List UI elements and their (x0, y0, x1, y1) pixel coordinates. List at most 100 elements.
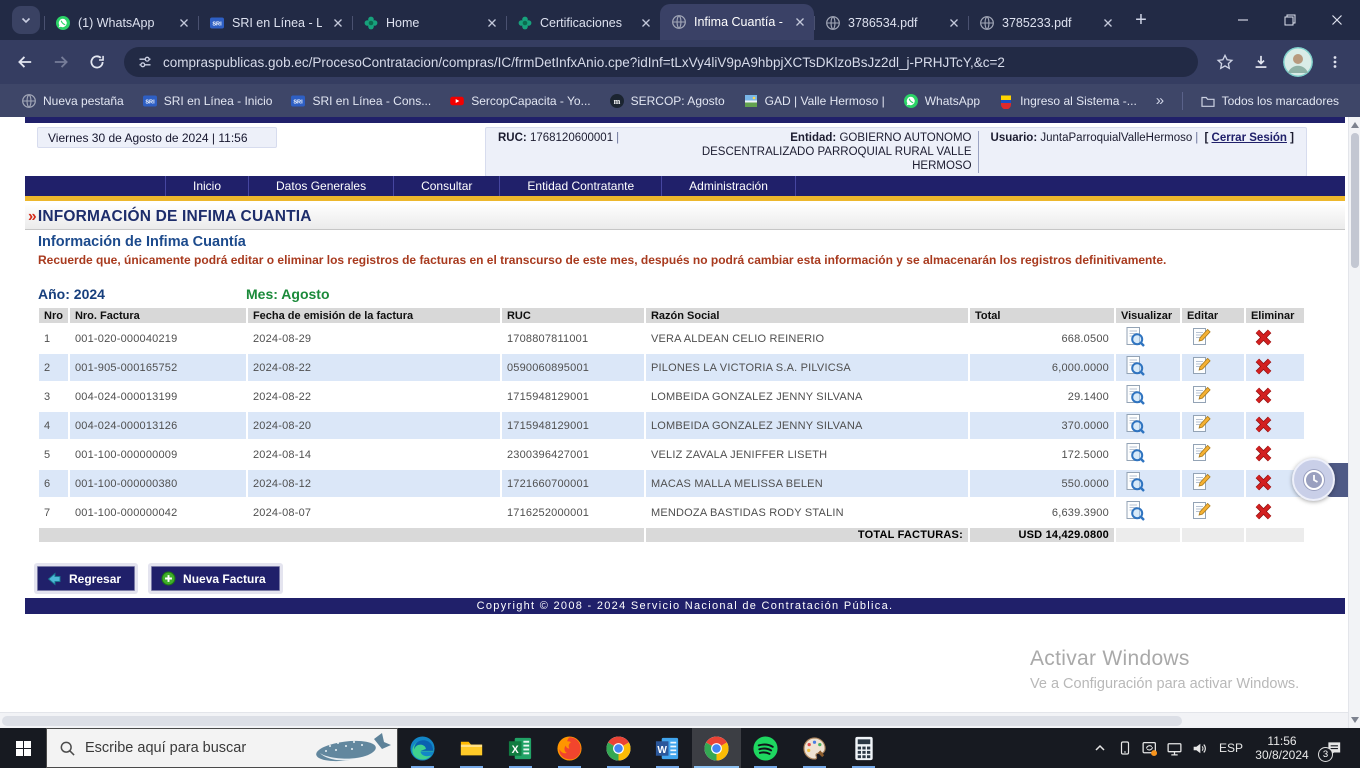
menu-dots-icon[interactable] (1318, 45, 1352, 79)
word-taskbar-icon[interactable]: W (643, 728, 692, 768)
menu-item[interactable]: Consultar (393, 176, 499, 196)
notification-center-button[interactable]: 3 (1314, 728, 1354, 768)
bookmark-item[interactable]: GAD | Valle Hermoso | (734, 89, 894, 113)
browser-tab[interactable]: Home (352, 6, 506, 40)
back-button[interactable]: Regresar (37, 566, 136, 591)
edit-invoice-icon[interactable] (1182, 499, 1244, 526)
close-icon[interactable] (1313, 0, 1360, 40)
edit-invoice-icon[interactable] (1182, 383, 1244, 410)
browser-tab[interactable]: Infima Cuantía - (660, 4, 814, 40)
clock-time: 11:56 (1267, 734, 1297, 748)
explorer-taskbar-icon[interactable] (447, 728, 496, 768)
delete-invoice-icon[interactable] (1246, 499, 1304, 526)
tab-close-icon[interactable] (791, 14, 808, 31)
site-info-icon[interactable] (137, 54, 153, 70)
view-invoice-icon[interactable] (1116, 441, 1180, 468)
plus-circle-icon (161, 571, 176, 586)
new-tab-button[interactable]: + (1135, 8, 1147, 31)
bookmark-item[interactable]: SercopCapacita - Yo... (440, 89, 599, 113)
firefox-taskbar-icon[interactable] (545, 728, 594, 768)
tray-volume-icon[interactable] (1187, 728, 1212, 768)
downloads-icon[interactable] (1244, 45, 1278, 79)
month-text: Mes: Agosto (246, 286, 330, 302)
edge-taskbar-icon[interactable] (398, 728, 447, 768)
tab-close-icon[interactable] (175, 15, 192, 32)
horizontal-scrollbar[interactable] (0, 712, 1348, 728)
tab-close-icon[interactable] (1099, 15, 1116, 32)
bookmark-item[interactable]: SRI SRI en Línea - Inicio (133, 89, 282, 113)
chrome-taskbar-icon[interactable] (692, 728, 741, 768)
menu-item[interactable]: Inicio (165, 176, 248, 196)
new-invoice-button[interactable]: Nueva Factura (151, 566, 280, 591)
edit-invoice-icon[interactable] (1182, 325, 1244, 352)
view-invoice-icon[interactable] (1116, 383, 1180, 410)
bookmarks-overflow-chevron[interactable]: » (1155, 92, 1165, 109)
browser-tab[interactable]: 3786534.pdf (814, 6, 968, 40)
back-icon[interactable] (8, 45, 42, 79)
paint-taskbar-icon[interactable] (790, 728, 839, 768)
table-cell: MENDOZA BASTIDAS RODY STALIN (650, 506, 844, 519)
browser-tab[interactable]: Certificaciones (506, 6, 660, 40)
edit-invoice-icon[interactable] (1181, 412, 1244, 439)
sercop-favicon-icon (517, 15, 533, 31)
bookmark-item[interactable]: Ingreso al Sistema -... (989, 89, 1146, 113)
chevron-up-icon[interactable] (1087, 728, 1112, 768)
delete-invoice-icon[interactable] (1246, 441, 1304, 468)
tab-search-button[interactable] (12, 6, 40, 34)
restore-icon[interactable] (1266, 0, 1313, 40)
browser-tab[interactable]: SRI SRI en Línea - Lo (198, 6, 352, 40)
vertical-scroll-thumb[interactable] (1351, 133, 1359, 268)
tray-phone-icon[interactable] (1112, 728, 1137, 768)
chrome-taskbar-icon[interactable] (594, 728, 643, 768)
bookmark-item[interactable]: SRI SRI en Línea - Cons... (281, 89, 440, 113)
tab-close-icon[interactable] (329, 15, 346, 32)
bookmark-item[interactable]: m SERCOP: Agosto (600, 89, 734, 113)
clock-widget-icon[interactable] (1292, 458, 1335, 501)
browser-tab[interactable]: (1) WhatsApp (44, 6, 198, 40)
browser-tab[interactable]: 3785233.pdf (968, 6, 1122, 40)
menu-item[interactable]: Administración (661, 176, 796, 196)
language-indicator[interactable]: ESP (1218, 741, 1243, 755)
horizontal-scroll-thumb[interactable] (2, 716, 1182, 726)
floating-recorder-widget[interactable] (1292, 458, 1348, 504)
avatar[interactable] (1283, 47, 1313, 77)
bookmark-item[interactable]: Nueva pestaña (12, 89, 133, 113)
view-invoice-icon[interactable] (1116, 499, 1180, 526)
tray-network-icon[interactable] (1162, 728, 1187, 768)
tab-close-icon[interactable] (483, 15, 500, 32)
search-highlight-whale-image[interactable] (311, 730, 393, 766)
bookmark-item[interactable]: WhatsApp (894, 89, 989, 113)
excel-taskbar-icon[interactable]: X (496, 728, 545, 768)
vertical-scrollbar[interactable] (1348, 117, 1360, 728)
view-invoice-icon[interactable] (1116, 325, 1180, 352)
start-button[interactable] (0, 728, 46, 768)
spotify-taskbar-icon[interactable] (741, 728, 790, 768)
delete-invoice-icon[interactable] (1246, 383, 1304, 410)
calculator-taskbar-icon[interactable] (839, 728, 888, 768)
delete-invoice-icon[interactable] (1246, 325, 1304, 352)
scroll-down-icon[interactable] (1351, 717, 1359, 723)
taskbar-clock[interactable]: 11:56 30/8/2024 (1250, 734, 1314, 762)
menu-item[interactable]: Datos Generales (248, 176, 393, 196)
view-invoice-icon[interactable] (1115, 470, 1180, 497)
delete-invoice-icon[interactable] (1245, 354, 1304, 381)
forward-icon[interactable] (44, 45, 78, 79)
edit-invoice-icon[interactable] (1181, 354, 1244, 381)
all-bookmarks-button[interactable]: Todos los marcadores (1191, 89, 1348, 113)
view-invoice-icon[interactable] (1115, 412, 1180, 439)
taskbar-search[interactable]: Escribe aquí para buscar (46, 728, 398, 768)
edit-invoice-icon[interactable] (1181, 470, 1244, 497)
tab-close-icon[interactable] (637, 15, 654, 32)
bookmark-star-icon[interactable] (1208, 45, 1242, 79)
logout-link[interactable]: Cerrar Sesión (1211, 132, 1287, 144)
tray-cast-icon[interactable] (1137, 728, 1162, 768)
edit-invoice-icon[interactable] (1182, 441, 1244, 468)
scroll-up-icon[interactable] (1351, 122, 1359, 128)
delete-invoice-icon[interactable] (1245, 412, 1304, 439)
reload-icon[interactable] (80, 45, 114, 79)
minimize-icon[interactable] (1219, 0, 1266, 40)
view-invoice-icon[interactable] (1115, 354, 1180, 381)
tab-close-icon[interactable] (945, 15, 962, 32)
url-bar[interactable]: compraspublicas.gob.ec/ProcesoContrataci… (124, 47, 1198, 77)
menu-item[interactable]: Entidad Contratante (499, 176, 661, 196)
